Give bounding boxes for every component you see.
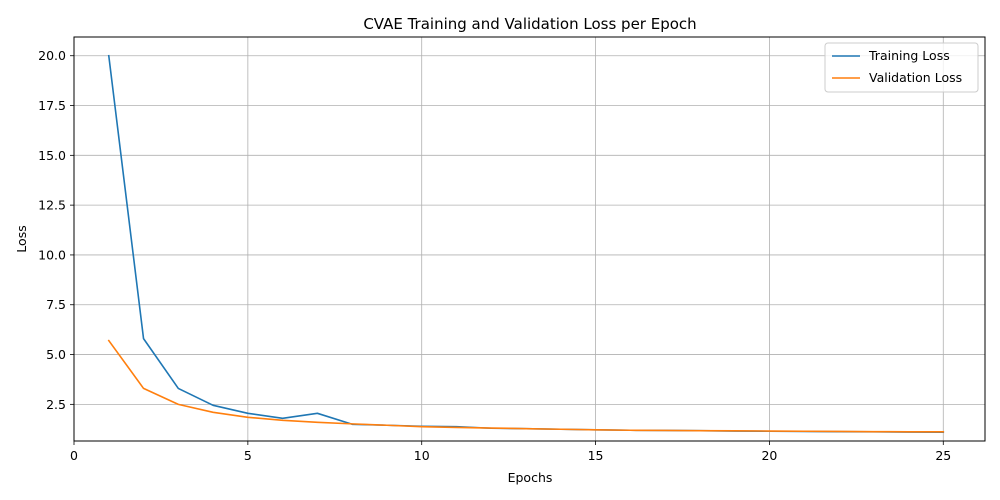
y-tick-label: 5.0	[46, 347, 66, 362]
y-tick-label: 10.0	[38, 247, 66, 262]
y-tick-label: 17.5	[38, 98, 66, 113]
y-axis-title: Loss	[14, 225, 29, 252]
chart-title: CVAE Training and Validation Loss per Ep…	[363, 15, 696, 33]
y-tick-label: 12.5	[38, 198, 66, 213]
legend-box	[824, 42, 979, 93]
plot-frame	[73, 36, 986, 442]
x-tick-label: 10	[414, 448, 430, 463]
y-axis-ticks: 2.5 5.0 7.5 10.0 12.5 15.0 17.5 20.0	[38, 48, 74, 412]
x-tick-label: 0	[70, 448, 78, 463]
x-tick-label: 15	[588, 448, 604, 463]
series-line-training-loss	[107, 54, 945, 434]
legend: Training Loss Validation Loss	[824, 42, 979, 93]
y-tick-label: 2.5	[46, 397, 66, 412]
y-tick-label: 20.0	[38, 48, 66, 63]
y-tick-label: 15.0	[38, 148, 66, 163]
x-axis-ticks: 0 5 10 15 20 25	[70, 441, 951, 463]
legend-label-validation-loss: Validation Loss	[869, 70, 962, 85]
x-axis-title: Epochs	[508, 470, 553, 485]
y-tick-label: 7.5	[46, 297, 66, 312]
x-tick-label: 20	[761, 448, 777, 463]
x-tick-label: 25	[935, 448, 951, 463]
series-lines	[107, 54, 945, 434]
grid-lines	[73, 37, 985, 441]
series-line-validation-loss	[107, 339, 945, 433]
x-tick-label: 5	[244, 448, 252, 463]
legend-label-training-loss: Training Loss	[868, 48, 950, 63]
